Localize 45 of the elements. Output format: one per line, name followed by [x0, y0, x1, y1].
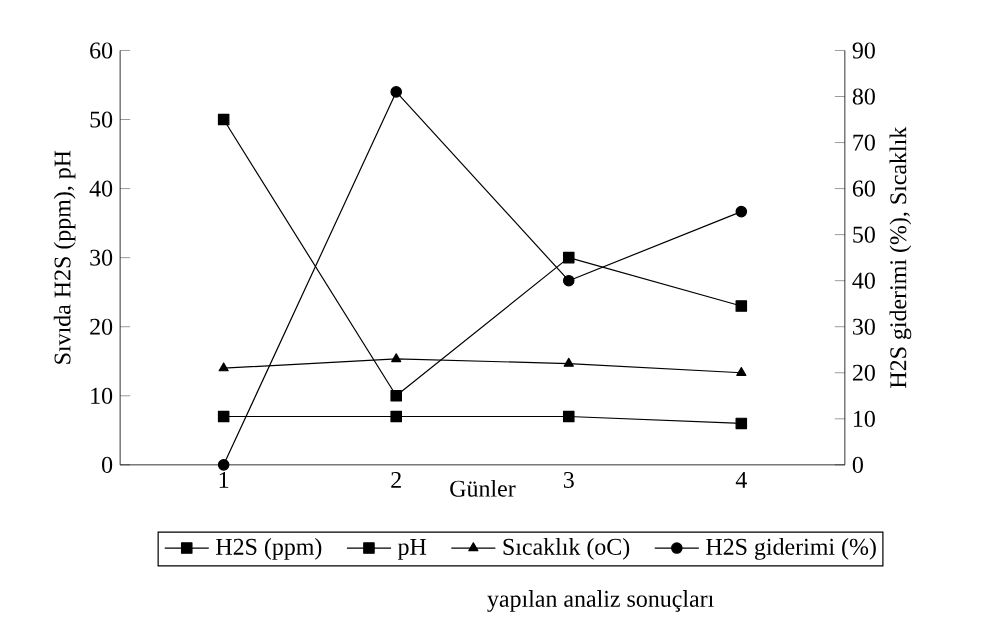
- y-tick-label: 50: [90, 111, 113, 128]
- point: [562, 251, 575, 264]
- x-tick-label: 3: [563, 471, 574, 488]
- y-tick-label: 60: [90, 42, 113, 59]
- y-tick-label: 10: [91, 387, 113, 404]
- y-tick-label: 40: [89, 180, 113, 197]
- y2-tick-label: 10: [853, 410, 875, 427]
- y2-tick-label: 60: [852, 180, 875, 197]
- x-tick-label: 2: [391, 471, 401, 488]
- point: [217, 113, 230, 126]
- point: [735, 300, 748, 312]
- legend-label: Sıcaklık (oC): [503, 538, 630, 560]
- point: [391, 353, 402, 363]
- y2-tick-label: 50: [853, 226, 875, 243]
- y2-tick-label: 20: [852, 364, 875, 381]
- y-tick-label: 20: [90, 318, 113, 335]
- point: [390, 410, 402, 423]
- point: [562, 274, 575, 287]
- point: [218, 362, 229, 372]
- y2-tick-label: 80: [852, 88, 875, 105]
- y-tick-label: 0: [102, 456, 113, 473]
- y2-tick-label: 0: [852, 456, 863, 473]
- y2-tick-label: 30: [853, 318, 875, 335]
- point: [217, 410, 230, 423]
- y2-tick-label: 70: [853, 134, 875, 151]
- legend-label: H2S giderimi (%): [706, 538, 876, 560]
- y-tick-label: 30: [90, 249, 113, 266]
- x-tick-label: 4: [735, 471, 747, 488]
- text: yapılan analiz sonuçları: [487, 590, 714, 612]
- point: [736, 366, 747, 376]
- y2-tick-label: 40: [852, 272, 875, 289]
- x-axis-title: Günler: [450, 479, 516, 497]
- y-axis-title: Sıvıda H2S (ppm), pH: [53, 150, 76, 364]
- point: [562, 410, 575, 423]
- point: [217, 459, 230, 471]
- y2-tick-label: 90: [852, 42, 875, 59]
- point: [735, 417, 748, 430]
- point: [735, 205, 748, 218]
- x-tick-label: 1: [219, 471, 229, 488]
- point: [390, 86, 402, 98]
- y2-axis-title: H2S giderimi (%), Sıcaklık: [889, 126, 912, 388]
- legend-label: pH: [397, 538, 427, 560]
- point: [563, 357, 574, 367]
- point: [390, 390, 402, 402]
- legend-label: H2S (ppm): [216, 538, 322, 560]
